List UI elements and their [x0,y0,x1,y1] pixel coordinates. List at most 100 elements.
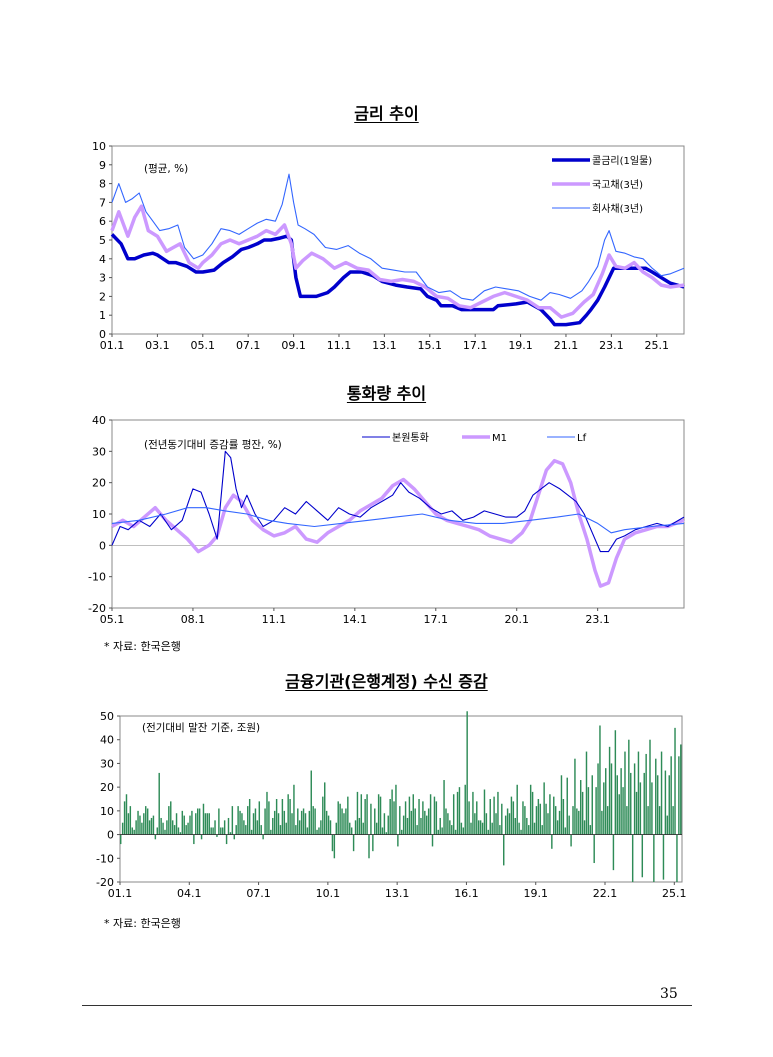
deposits-bar [212,827,214,835]
deposits-bar [177,827,180,835]
deposits-bar [233,834,235,840]
deposits-bar [164,829,166,835]
deposits-bar [528,825,530,835]
deposits-bar [499,825,501,835]
deposits-bar [127,813,130,835]
deposits-bar [397,834,399,847]
deposits-bar [364,799,366,835]
rates-x-tick-label: 19.1 [508,339,532,352]
deposits-bar [491,822,493,835]
deposits-bar [264,808,266,835]
deposits-bar [497,791,499,835]
rates-y-tick-label: 1 [99,309,106,322]
deposits-bar [306,827,309,835]
deposits-bar [368,834,370,859]
deposits-bar [120,834,122,845]
deposits-bar [121,822,124,835]
page-number: 35 [660,986,678,1002]
money-title: 통화량 추이 [346,384,427,403]
deposits-bar [464,784,466,835]
deposits-bar [152,815,155,835]
deposits-bar [358,817,361,835]
deposits-bar [514,817,516,835]
deposits-bar [451,825,453,835]
money-y-tick-label: 40 [92,414,106,427]
deposits-bar [606,806,609,835]
deposits-bar [270,829,272,835]
deposits-bar [626,806,628,835]
deposits-bar [170,801,172,835]
money-legend-label-0: 본원통화 [392,432,429,444]
deposits-bar [237,806,239,835]
money-x-tick-label: 05.1 [100,613,125,626]
rates-y-tick-label: 7 [99,196,106,209]
deposits-bar [295,825,297,835]
deposits-bar [656,775,659,835]
deposits-bar [139,815,141,835]
rates-x-tick-label: 25.1 [645,339,670,352]
deposits-bar [591,775,593,835]
deposits-bar [622,787,624,835]
deposits-bar [327,815,330,835]
deposits-bar [422,801,424,835]
deposits-bar [210,827,212,835]
deposits-bar [479,820,482,835]
deposits-bar [512,801,515,835]
deposits-bar [198,808,201,835]
deposits-bar [256,820,259,835]
deposits-bar [131,827,133,835]
deposits-bar [222,827,224,835]
deposits-chart-svg: -20 -10 0 10 20 30 40 50 01.1 04.1 07.1 10.1 13.1 16.… [96,710,687,900]
deposits-bar [235,825,237,835]
money-legend-label-2: Lf [577,433,587,444]
deposits-bar [618,794,620,835]
deposits-bar [372,834,374,852]
rates-x-tick-label: 23.1 [599,339,624,352]
deposits-bar [435,801,438,835]
deposits-bar [595,787,597,835]
deposits-bar [452,794,455,835]
rates-y-tick-label: 9 [99,159,106,172]
deposits-bar [564,827,567,835]
deposits-bar [381,827,384,835]
deposits-bar [628,739,630,835]
deposits-bar [318,827,320,835]
deposits-bar [168,806,170,835]
deposits-bar [429,794,432,835]
deposits-bar [402,815,405,835]
deposits-x-tick-label: 19.1 [523,887,548,900]
deposits-bar [273,810,276,835]
deposits-bar [468,801,470,835]
deposits-bar [241,813,243,835]
deposits-bar [362,822,364,835]
deposits-bar [504,815,507,835]
deposits-bar [406,817,409,835]
deposits-bar [605,768,607,835]
deposits-bar [426,815,428,835]
deposits-bar [225,834,228,845]
deposits-bar [670,756,672,835]
deposits-bar [489,799,491,835]
deposits-bar [533,822,536,835]
deposits-bar [300,810,303,835]
deposits-bar [245,825,247,835]
deposits-bar [187,822,189,835]
deposits-bar [543,782,545,835]
deposits-bar [162,822,164,835]
deposits-bar [304,813,307,835]
deposits-bar [335,822,337,835]
money-y-tick-label: 20 [92,477,106,490]
deposits-bar [260,825,262,835]
deposits-bar [524,806,526,835]
deposits-bar [243,820,245,835]
deposits-bar [347,796,349,835]
deposits-bar [554,806,557,835]
deposits-bar [227,817,230,835]
money-y-tick-label: -20 [88,602,106,615]
deposits-bar [431,834,434,847]
money-unit-note: (전년동기대비 증감률 평잔, %) [144,439,282,451]
deposits-bar [173,825,176,835]
money-chart-svg: -20 -10 0 10 20 30 40 05.1 08.1 11.1 14.1 17.1 20.1 2… [88,414,685,626]
deposits-bar [220,827,222,835]
deposits-bar [143,813,145,835]
